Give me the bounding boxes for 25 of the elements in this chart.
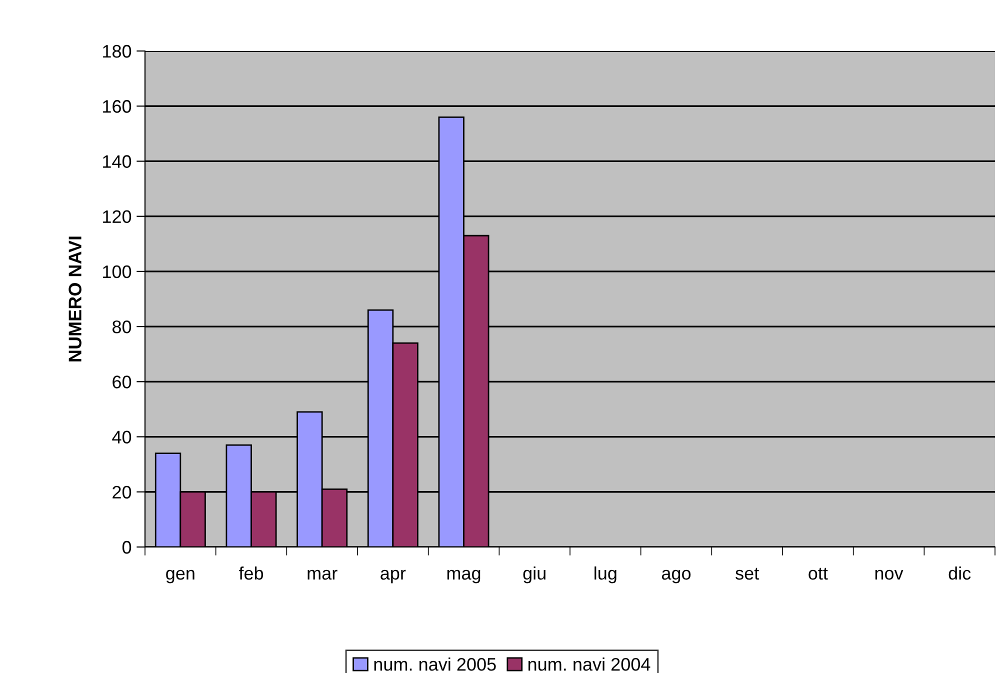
x-tick-label: nov [875,570,904,580]
x-tick-label: giu [523,566,546,584]
x-tick-label: apr [380,570,406,584]
x-tick-label: lug [594,566,616,584]
x-tick-label: mag [447,570,480,584]
y-tick-label: 0 [122,540,132,554]
legend-label: num. navi 2004 [528,657,650,671]
y-tick-label: 100 [103,265,132,278]
x-tick-label: set [736,568,759,580]
y-tick-label: 20 [112,486,132,499]
x-tick-label: dic [948,566,971,580]
x-tick-label: ago [662,570,691,584]
x-tick-label: mar [308,570,338,580]
legend-label: num. navi 2005 [374,657,496,671]
y-tick-label: 120 [103,210,132,224]
y-tick-label: 180 [103,44,132,58]
y-tick-label: 140 [103,155,132,168]
y-tick-label: 40 [112,430,132,444]
y-tick-label: 160 [103,100,132,113]
x-tick-label: gen [166,570,194,584]
y-tick-label: 60 [112,376,132,388]
x-tick-label: feb [238,566,264,580]
x-tick-label: ott [808,568,828,580]
y-tick-label: 80 [112,320,132,334]
y-axis-title: NUMERO NAVI [68,236,82,362]
